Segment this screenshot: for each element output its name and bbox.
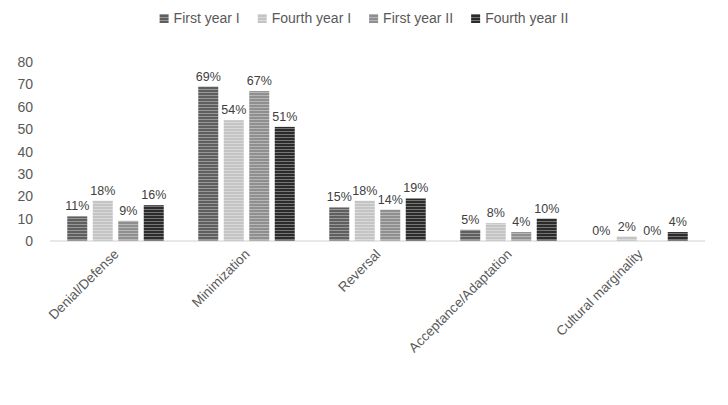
data-label: 11% bbox=[65, 199, 89, 213]
y-tick-label: 80 bbox=[17, 54, 33, 70]
y-tick-label: 10 bbox=[17, 211, 33, 227]
x-axis-line bbox=[50, 241, 705, 242]
data-label: 15% bbox=[327, 190, 352, 204]
bar bbox=[460, 230, 480, 241]
y-tick-label: 0 bbox=[25, 233, 33, 249]
bar bbox=[118, 221, 138, 241]
legend-label: First year I bbox=[174, 10, 240, 26]
x-tick-label: Acceptance/Adaptation bbox=[406, 247, 515, 356]
data-label: 8% bbox=[487, 206, 505, 220]
data-label: 16% bbox=[141, 188, 166, 202]
legend-swatch bbox=[258, 14, 267, 23]
data-label: 4% bbox=[512, 215, 530, 229]
y-tick-label: 40 bbox=[17, 144, 33, 160]
legend-swatch bbox=[160, 14, 169, 23]
x-tick-label: Minimization bbox=[189, 247, 253, 311]
bar bbox=[144, 205, 164, 241]
legend: First year I Fourth year I First year II Fo… bbox=[160, 10, 569, 26]
data-label: 18% bbox=[90, 184, 115, 198]
bar bbox=[380, 210, 400, 241]
bar bbox=[617, 237, 637, 241]
data-labels: 11%18%9%16%69%54%67%51%15%18%14%19%5%8%4… bbox=[65, 70, 687, 238]
legend-swatch bbox=[369, 14, 378, 23]
data-label: 5% bbox=[461, 213, 479, 227]
data-label: 14% bbox=[378, 193, 403, 207]
bar bbox=[224, 120, 244, 241]
y-tick-label: 50 bbox=[17, 121, 33, 137]
y-tick-label: 20 bbox=[17, 188, 33, 204]
data-label: 18% bbox=[352, 184, 377, 198]
y-tick-label: 30 bbox=[17, 166, 33, 182]
legend-label: Fourth year II bbox=[485, 10, 568, 26]
y-tick-label: 70 bbox=[17, 76, 33, 92]
x-tick-label: Reversal bbox=[335, 247, 383, 295]
data-label: 0% bbox=[643, 224, 661, 238]
x-tick-label: Denial/Defense bbox=[46, 247, 122, 323]
bar bbox=[668, 232, 688, 241]
bar bbox=[249, 91, 269, 241]
bar bbox=[329, 207, 349, 241]
chart: 0102030405060708011%18%9%16%69%54%67%51%… bbox=[0, 0, 728, 405]
bar bbox=[511, 232, 531, 241]
legend-swatch bbox=[471, 14, 480, 23]
bar bbox=[198, 87, 218, 241]
legend-label: First year II bbox=[383, 10, 453, 26]
y-tick-label: 60 bbox=[17, 99, 33, 115]
data-label: 9% bbox=[119, 204, 137, 218]
data-label: 69% bbox=[196, 70, 221, 84]
data-label: 10% bbox=[534, 202, 559, 216]
bar bbox=[355, 201, 375, 241]
data-label: 51% bbox=[272, 110, 297, 124]
x-tick-label: Cultural marginality bbox=[553, 246, 645, 338]
bar bbox=[537, 219, 557, 241]
data-label: 0% bbox=[592, 224, 610, 238]
data-label: 54% bbox=[221, 103, 246, 117]
bar bbox=[67, 216, 87, 241]
data-label: 4% bbox=[669, 215, 687, 229]
data-label: 19% bbox=[403, 181, 428, 195]
data-label: 2% bbox=[618, 220, 636, 234]
bar bbox=[406, 198, 426, 241]
bar bbox=[275, 127, 295, 241]
bar bbox=[486, 223, 506, 241]
data-label: 67% bbox=[247, 74, 272, 88]
legend-label: Fourth year I bbox=[272, 10, 351, 26]
bars bbox=[67, 87, 688, 241]
bar bbox=[93, 201, 113, 241]
